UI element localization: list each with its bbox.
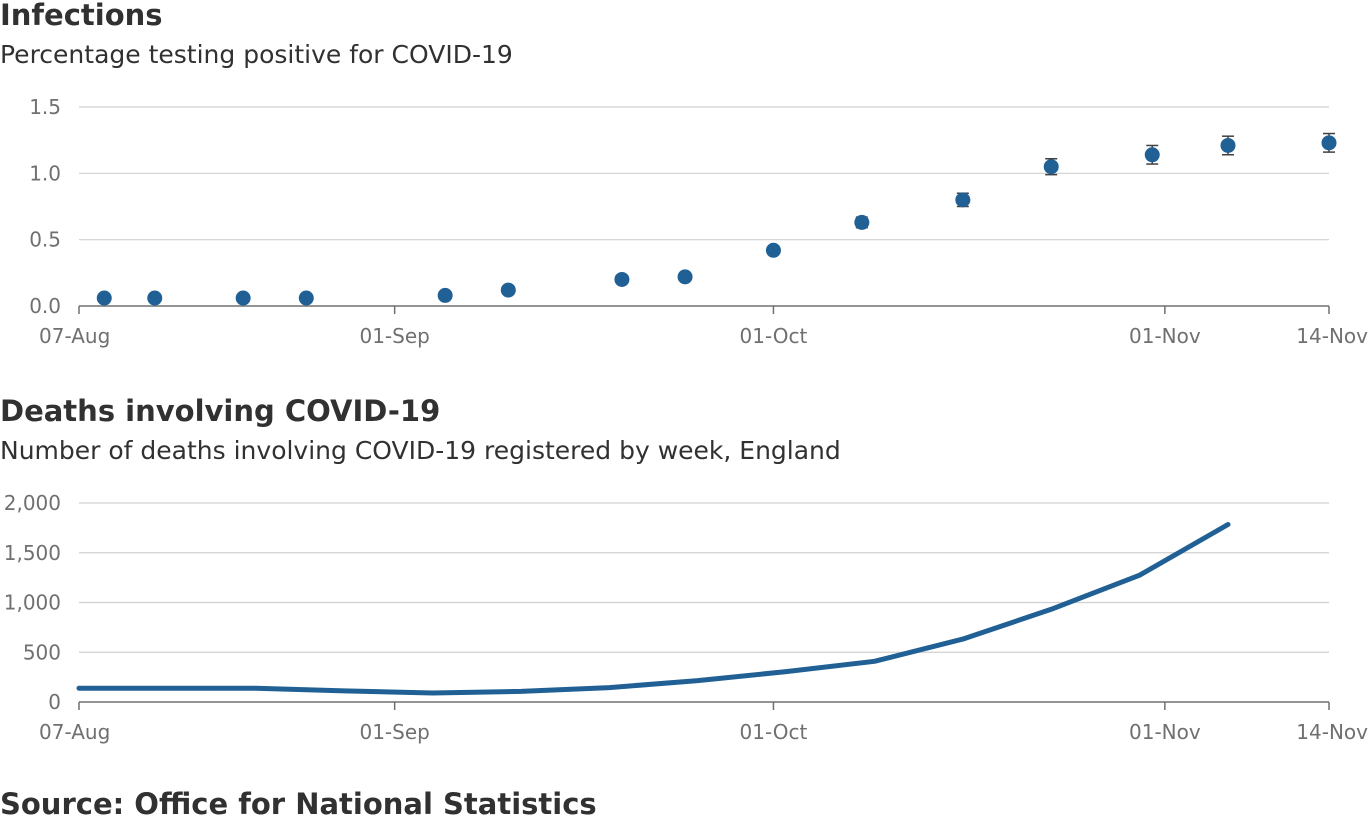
deaths-chart-subtitle: Number of deaths involving COVID-19 regi… [0, 436, 841, 465]
infections-data-point [955, 192, 971, 208]
infections-data-point [614, 271, 630, 287]
deaths-y-tick-label: 1,000 [4, 591, 61, 615]
deaths-x-tick-label: 01-Oct [740, 720, 808, 744]
infections-data-point [1321, 135, 1337, 151]
infections-data-point [235, 290, 251, 306]
infections-chart-title: Infections [0, 0, 163, 32]
infections-data-point [500, 282, 516, 298]
deaths-y-tick-label: 500 [23, 640, 61, 664]
infections-data-point [854, 214, 870, 230]
infections-y-tick-label: 0.0 [29, 294, 61, 318]
infections-data-point [1220, 137, 1236, 153]
infections-data-point [1144, 147, 1160, 163]
deaths-x-tick-label: 07-Aug [39, 720, 110, 744]
infections-data-point [298, 290, 314, 306]
infections-data-point [437, 287, 453, 303]
infections-data-point [147, 290, 163, 306]
infections-data-point [96, 290, 112, 306]
infections-x-tick-label: 01-Oct [740, 324, 808, 348]
deaths-series-line [76, 522, 1231, 696]
infections-y-tick-label: 0.5 [29, 228, 61, 252]
deaths-x-tick-label: 01-Nov [1129, 720, 1201, 744]
infections-y-tick-label: 1.0 [29, 161, 61, 185]
infections-data-point [765, 242, 781, 258]
infections-chart-subtitle: Percentage testing positive for COVID-19 [0, 40, 513, 69]
deaths-x-tick-label: 01-Sep [359, 720, 429, 744]
infections-x-tick-label: 14-Nov [1296, 324, 1368, 348]
deaths-x-tick-label: 14-Nov [1296, 720, 1368, 744]
deaths-y-tick-label: 0 [48, 690, 61, 714]
source-note: Source: Office for National Statistics [0, 787, 597, 821]
deaths-y-tick-label: 2,000 [4, 491, 61, 515]
deaths-chart-title: Deaths involving COVID-19 [0, 394, 441, 428]
deaths-chart: 0 500 1,000 1,500 2,000 07-Aug 01-Sep 01-Oct 01-… [4, 491, 1368, 744]
infections-y-tick-label: 1.5 [29, 95, 61, 119]
infections-chart: 0.0 0.5 1.0 1.5 07-Aug 01-Sep 01-Oct 01-Nov 14-N… [29, 95, 1368, 348]
infections-data-point [1043, 159, 1059, 175]
infections-x-tick-label: 07-Aug [39, 324, 110, 348]
infections-x-tick-label: 01-Nov [1129, 324, 1201, 348]
infections-data-point [677, 269, 693, 285]
deaths-y-tick-label: 1,500 [4, 541, 61, 565]
infections-x-tick-label: 01-Sep [359, 324, 429, 348]
